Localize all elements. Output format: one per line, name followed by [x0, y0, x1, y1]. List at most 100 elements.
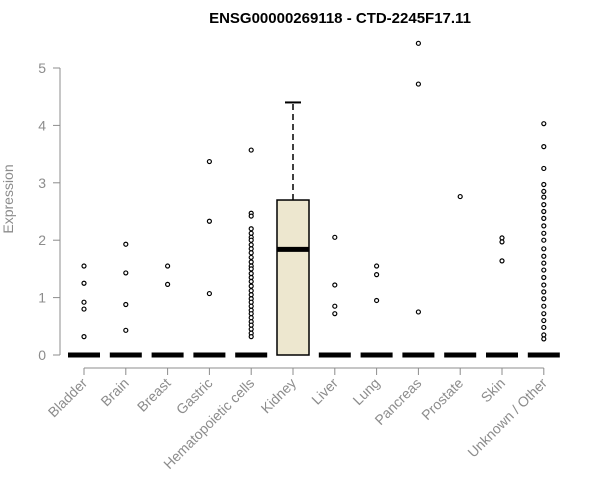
outlier-point	[541, 194, 547, 200]
outlier-point	[248, 242, 254, 248]
outlier-point	[541, 332, 547, 338]
outlier-point	[248, 334, 254, 340]
outlier-point	[81, 299, 87, 305]
outlier-point	[248, 326, 254, 332]
x-tick-label: Unknown / Other	[464, 375, 550, 461]
x-tick-label: Lung	[349, 375, 382, 408]
outlier-point	[541, 253, 547, 259]
x-tick-label: Prostate	[418, 375, 466, 423]
outlier-point	[123, 241, 129, 247]
outlier-point	[81, 280, 87, 286]
outlier-point	[248, 254, 254, 261]
outlier-point	[541, 181, 547, 188]
box-11	[527, 121, 560, 358]
outlier-point	[541, 246, 547, 252]
box-2	[151, 263, 184, 358]
y-axis-label: Expression	[0, 164, 16, 233]
box-5	[276, 101, 310, 356]
outlier-point	[332, 311, 338, 317]
y-tick-label: 5	[38, 60, 46, 76]
outlier-point	[541, 303, 547, 309]
outlier-point	[415, 40, 421, 46]
outlier-point	[248, 147, 254, 153]
outlier-point	[541, 274, 547, 281]
box-4	[235, 147, 268, 358]
outlier-point	[123, 301, 129, 308]
outlier-point	[332, 282, 338, 288]
outlier-point	[248, 270, 254, 277]
outlier-point	[248, 246, 254, 252]
box-1	[109, 241, 142, 358]
outlier-point	[541, 223, 547, 229]
outlier-point	[541, 144, 547, 150]
outlier-point	[206, 290, 212, 297]
outlier-point	[499, 239, 505, 245]
outlier-point	[541, 237, 547, 243]
outlier-point	[248, 283, 254, 289]
y-tick-label: 1	[38, 290, 46, 306]
y-tick-label: 0	[38, 347, 46, 363]
outlier-point	[541, 311, 547, 317]
outlier-point	[332, 234, 338, 240]
outlier-point	[248, 230, 254, 236]
outlier-point	[457, 193, 463, 200]
outlier-point	[248, 250, 254, 256]
y-axis: 0 1 2 3 4 5	[38, 60, 61, 363]
outlier-point	[248, 278, 254, 285]
x-tick-label: Liver	[308, 375, 341, 408]
outlier-point	[541, 230, 547, 236]
outlier-point	[81, 334, 87, 340]
x-tick-label: Brain	[97, 375, 131, 409]
outlier-point	[248, 237, 254, 243]
outlier-point	[541, 289, 547, 295]
outlier-point	[541, 215, 547, 221]
x-tick-label: Breast	[134, 375, 174, 415]
box-8	[402, 40, 435, 358]
outlier-point	[541, 208, 547, 215]
outlier-point	[499, 235, 505, 241]
outlier-point	[541, 121, 547, 127]
outlier-point	[541, 324, 547, 331]
outlier-point	[541, 165, 547, 172]
outlier-point	[248, 274, 254, 281]
outlier-point	[332, 303, 338, 309]
outlier-point	[248, 266, 254, 272]
outlier-point	[499, 258, 505, 264]
outlier-point	[248, 288, 254, 294]
outlier-point	[81, 263, 87, 269]
outlier-point	[248, 311, 254, 317]
outlier-point	[374, 263, 380, 269]
x-tick-label: Bladder	[45, 375, 91, 421]
outlier-point	[81, 306, 87, 312]
x-tick-label: Kidney	[258, 375, 300, 417]
x-tick-label: Skin	[478, 375, 509, 406]
outlier-point	[541, 267, 547, 273]
outlier-point	[248, 226, 254, 232]
box-9	[444, 193, 477, 358]
plot-area	[68, 40, 560, 358]
outlier-point	[248, 322, 254, 328]
outlier-point	[165, 263, 171, 269]
box-3	[193, 158, 226, 358]
outlier-point	[541, 202, 547, 208]
outlier-point	[374, 272, 380, 278]
box-10	[486, 235, 518, 358]
outlier-point	[248, 259, 254, 265]
outlier-point	[248, 315, 254, 321]
box-body	[276, 199, 310, 356]
outlier-point	[206, 158, 212, 165]
outlier-point	[248, 292, 254, 298]
outlier-point	[123, 270, 129, 276]
outlier-point	[415, 81, 421, 87]
outlier-point	[248, 299, 254, 305]
box-6	[318, 234, 351, 358]
outlier-point	[415, 309, 421, 315]
box-0	[68, 263, 100, 358]
outlier-point	[541, 260, 547, 266]
outlier-point	[541, 296, 547, 302]
box-7	[360, 263, 393, 358]
outlier-point	[165, 281, 171, 287]
outlier-point	[541, 336, 547, 342]
